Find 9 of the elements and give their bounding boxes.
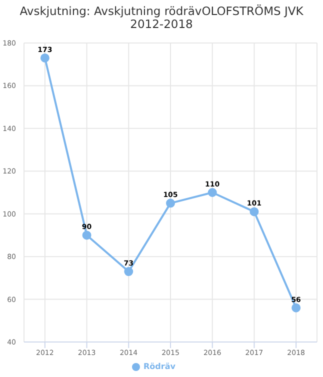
- point: [166, 198, 175, 208]
- point: [208, 188, 217, 197]
- point: [82, 230, 92, 240]
- legend-label: Rödräv: [144, 362, 176, 371]
- point: [292, 303, 301, 312]
- chart-title: Avskjutning: Avskjutning rödrävOLOFSTRÖMS JVK 2012-2018: [18, 3, 304, 33]
- point: [40, 53, 50, 62]
- point: [124, 267, 134, 276]
- point: [250, 207, 259, 216]
